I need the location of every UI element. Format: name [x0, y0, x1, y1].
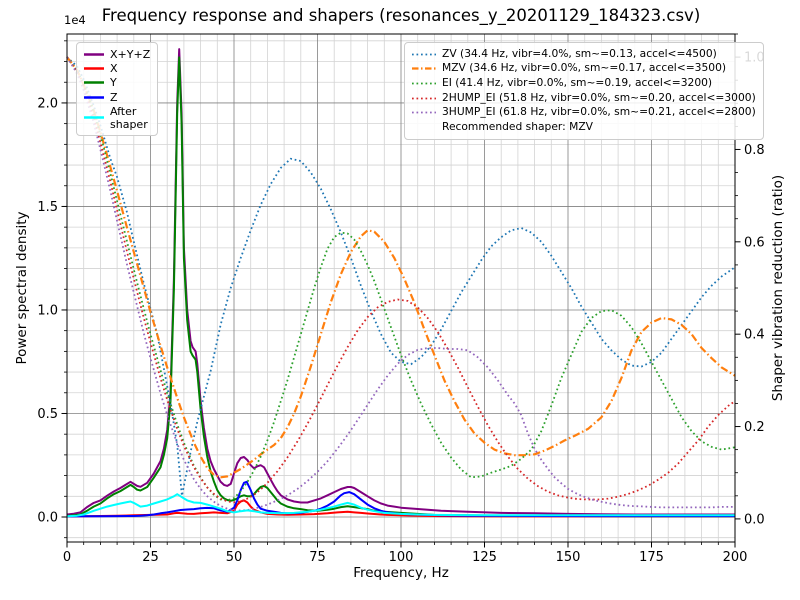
legend-item-label: 2HUMP_EI (51.8 Hz, vibr=0.0%, sm~=0.20, …: [442, 90, 756, 104]
legend-line-swatch: [412, 67, 436, 70]
legend-line-swatch: [412, 111, 436, 114]
y-tick-label-left: 2.0: [37, 96, 58, 111]
legend-item-y: Y: [83, 76, 150, 90]
legend-item-ei: EI (41.4 Hz, vibr=0.0%, sm~=0.19, accel<…: [411, 76, 756, 91]
legend-item-label: Z: [110, 90, 118, 104]
legend-footer-recommended-shaper: Recommended shaper: MZV: [411, 120, 756, 135]
x-tick-label: 100: [389, 550, 414, 565]
x-tick-label: 75: [309, 550, 326, 565]
y-tick-label-right: 0.0: [744, 512, 765, 527]
legend-line-swatch: [412, 82, 436, 85]
legend-line-swatch: [84, 67, 104, 70]
x-tick-label: 175: [639, 550, 664, 565]
y-tick-label-right: 0.2: [744, 420, 765, 435]
curve-xyz: [66, 48, 735, 516]
legend-item-label: Y: [110, 76, 117, 90]
curve-2hump-ei: [66, 56, 736, 504]
y-tick-label-left: 0.5: [37, 407, 58, 422]
legend-line-swatch: [84, 52, 104, 56]
legend-item-label: X+Y+Z: [110, 47, 151, 61]
y-tick-label-left: 0.0: [37, 510, 58, 525]
legend-item-label: MZV (34.6 Hz, vibr=0.0%, sm~=0.17, accel…: [442, 61, 727, 75]
legend-line-swatch: [84, 81, 104, 85]
legend-item-label: EI (41.4 Hz, vibr=0.0%, sm~=0.19, accel<…: [442, 76, 713, 90]
legend-item-label: ZV (34.4 Hz, vibr=4.0%, sm~=0.13, accel<…: [442, 46, 717, 60]
y-tick-label-left: 1.5: [37, 200, 58, 215]
curve-3hump-ei: [66, 56, 735, 512]
curve-ei: [66, 56, 736, 502]
legend-item-z: Z: [83, 90, 150, 104]
legend-line-swatch: [412, 53, 436, 56]
y-tick-label-right: 0.6: [744, 235, 765, 250]
legend-line-swatch: [84, 96, 104, 99]
y-axis-label-right: Shaper vibration reduction (ratio): [770, 174, 786, 402]
x-tick-label: 50: [226, 550, 243, 565]
legend-item-x: X: [83, 61, 150, 75]
shaper-legend: ZV (34.4 Hz, vibr=4.0%, sm~=0.13, accel<…: [404, 42, 764, 140]
curve-mzv: [66, 56, 736, 479]
legend-item-label: After shaper: [110, 104, 148, 131]
legend-footer-label: Recommended shaper: MZV: [442, 119, 593, 133]
y-tick-label-right: 0.8: [744, 143, 765, 158]
legend-line-swatch: [412, 97, 436, 99]
y-axis-offset-label: 1e4: [64, 13, 86, 27]
legend-item-mzv: MZV (34.6 Hz, vibr=0.0%, sm~=0.17, accel…: [411, 62, 756, 77]
x-axis-label: Frequency, Hz: [353, 565, 449, 581]
legend-item-after-shaper: After shaper: [83, 105, 150, 131]
y-tick-label-left: 1.0: [37, 303, 58, 318]
legend-item-2hump-ei: 2HUMP_EI (51.8 Hz, vibr=0.0%, sm~=0.20, …: [411, 91, 756, 106]
psd-legend: X+Y+Z X Y Z After shaper: [76, 42, 159, 136]
y-tick-label-right: 0.4: [744, 328, 765, 343]
curve-after: [66, 493, 735, 518]
legend-line-swatch: [84, 116, 104, 119]
x-tick-label: 150: [556, 550, 581, 565]
legend-item-xyz: X+Y+Z: [83, 47, 150, 61]
legend-item-label: 3HUMP_EI (61.8 Hz, vibr=0.0%, sm~=0.21, …: [442, 105, 756, 119]
chart-title: Frequency response and shapers (resonanc…: [101, 6, 701, 25]
x-tick-label: 0: [63, 550, 71, 565]
x-tick-label: 125: [472, 550, 497, 565]
legend-item-label: X: [110, 61, 118, 75]
y-axis-label-left: Power spectral density: [14, 211, 30, 365]
curve-zv: [66, 56, 736, 497]
x-tick-label: 200: [723, 550, 748, 565]
legend-item-3hump-ei: 3HUMP_EI (61.8 Hz, vibr=0.0%, sm~=0.21, …: [411, 105, 756, 120]
x-tick-label: 25: [142, 550, 159, 565]
legend-item-zv: ZV (34.4 Hz, vibr=4.0%, sm~=0.13, accel<…: [411, 47, 756, 62]
